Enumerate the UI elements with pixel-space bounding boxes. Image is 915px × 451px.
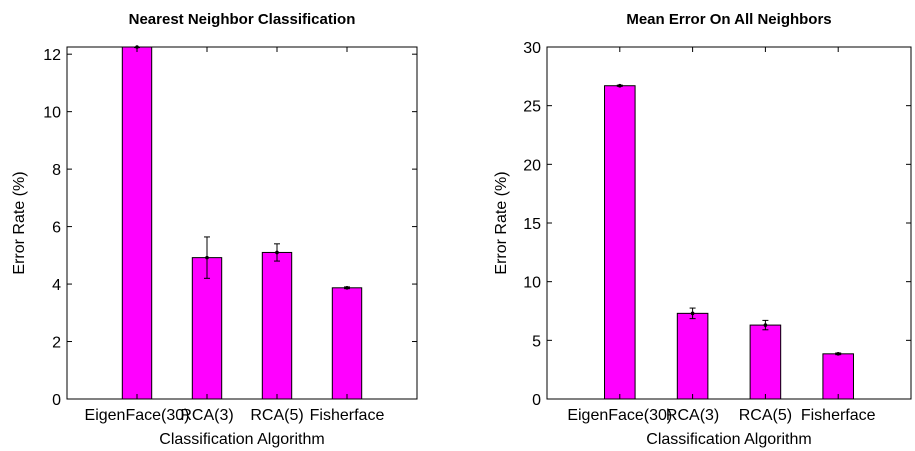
y-tick-label: 15: [523, 216, 541, 233]
x-tick-label: RCA(3): [180, 407, 233, 424]
y-tick-label: 5: [532, 333, 541, 350]
mean-point: [618, 83, 622, 88]
y-tick-label: 30: [523, 40, 541, 57]
bar: [191, 257, 223, 400]
x-tick-label: RCA(3): [666, 407, 719, 424]
y-tick-label: 20: [523, 157, 541, 174]
bar: [749, 324, 782, 400]
x-tick-label: EigenFace(30): [567, 407, 672, 424]
plot-frame: [66, 46, 418, 400]
chart-title: Nearest Neighbor Classification: [129, 11, 356, 28]
mean-point: [205, 255, 209, 260]
chart-left: Nearest Neighbor Classification Error Ra…: [11, 11, 418, 448]
chart-right: Mean Error On All Neighbors Error Rate (…: [493, 11, 912, 448]
x-tick-label: Fisherface: [801, 407, 876, 424]
x-tick-label: RCA(5): [250, 407, 303, 424]
chart-title: Mean Error On All Neighbors: [626, 11, 831, 28]
y-tick-label: 10: [43, 105, 61, 122]
bar: [331, 287, 363, 400]
bar: [676, 312, 709, 400]
x-axis-label: Classification Algorithm: [646, 431, 811, 448]
mean-point: [763, 323, 768, 327]
x-tick-label: EigenFace(30): [85, 407, 190, 424]
x-tick-label: RCA(5): [739, 407, 792, 424]
y-axis-label: Error Rate (%): [493, 171, 510, 274]
y-tick-label: 25: [523, 99, 541, 116]
y-tick-label: 12: [43, 47, 61, 64]
y-tick-label: 6: [52, 220, 61, 237]
y-tick-label: 2: [52, 335, 61, 352]
bar: [604, 85, 636, 400]
y-tick-label: 10: [523, 275, 541, 292]
x-axis-label: Classification Algorithm: [159, 431, 324, 448]
y-tick-label: 0: [532, 392, 541, 409]
mean-point: [836, 352, 840, 356]
mean-point: [345, 285, 349, 290]
x-tick-label: Fisherface: [310, 407, 385, 424]
mean-point: [275, 250, 279, 255]
plot-frame: [546, 46, 912, 400]
y-tick-label: 4: [52, 277, 61, 294]
bar: [822, 353, 854, 400]
y-tick-label: 0: [52, 392, 61, 409]
y-tick-label: 8: [52, 162, 61, 179]
mean-point: [690, 311, 695, 316]
bar: [261, 251, 293, 400]
y-axis-label: Error Rate (%): [11, 171, 28, 274]
bar: [121, 46, 153, 400]
